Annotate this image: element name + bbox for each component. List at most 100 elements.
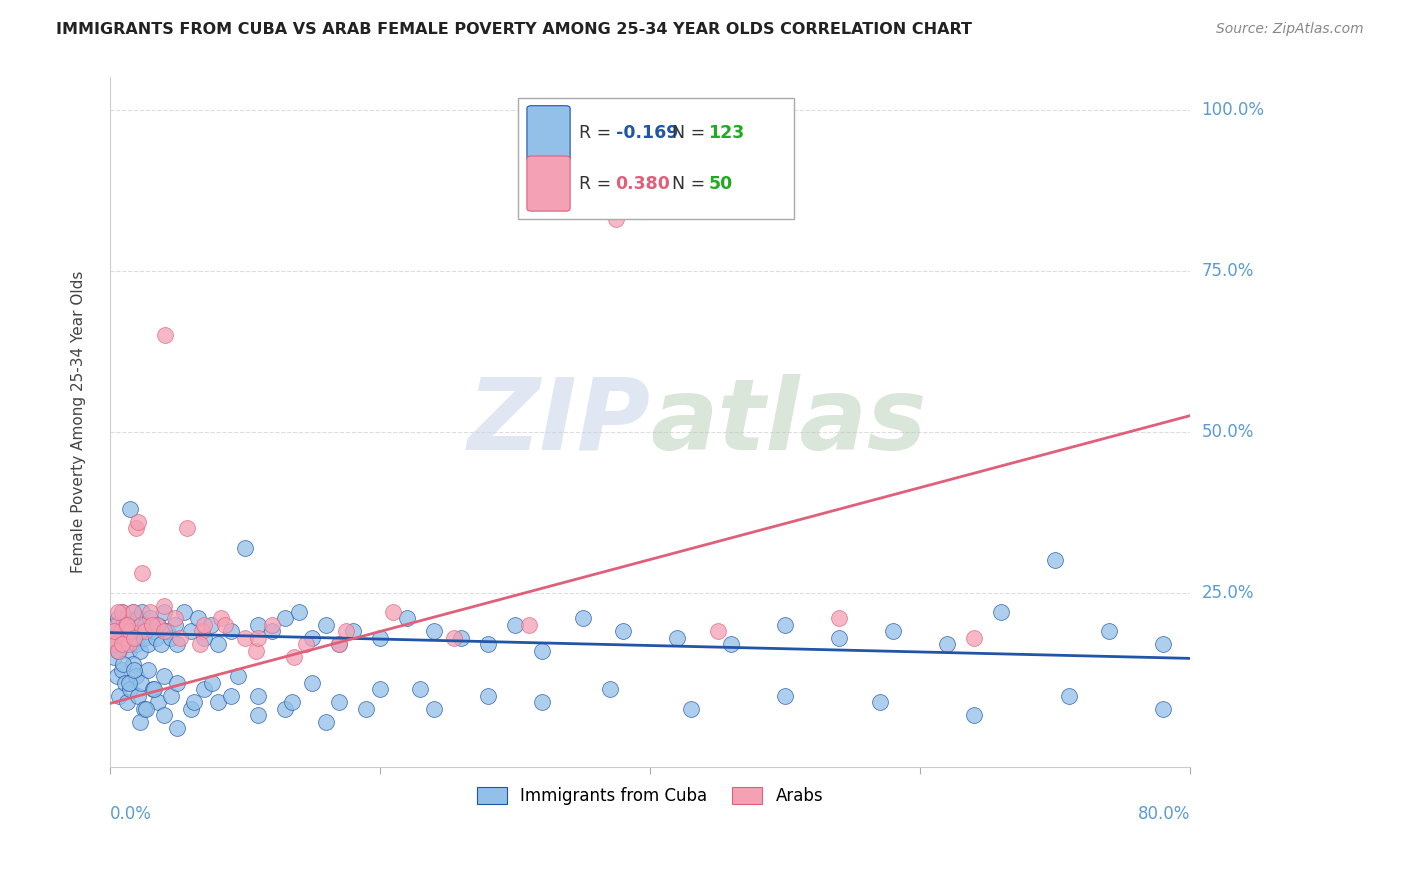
Point	[193, 618, 215, 632]
Point	[666, 631, 689, 645]
Point	[115, 618, 138, 632]
Point	[103, 631, 125, 645]
Text: 123: 123	[709, 124, 745, 142]
Y-axis label: Female Poverty Among 25-34 Year Olds: Female Poverty Among 25-34 Year Olds	[72, 271, 86, 574]
Point	[120, 682, 142, 697]
Point	[207, 637, 229, 651]
Point	[125, 631, 148, 645]
Point	[706, 624, 728, 639]
Point	[120, 502, 142, 516]
Point	[368, 631, 391, 645]
Point	[335, 624, 357, 639]
Text: atlas: atlas	[650, 374, 927, 470]
Text: 25.0%: 25.0%	[1202, 583, 1254, 602]
Point	[121, 605, 143, 619]
Point	[193, 682, 215, 697]
Point	[773, 689, 796, 703]
Point	[146, 618, 169, 632]
Point	[153, 708, 176, 723]
Point	[443, 631, 465, 645]
Point	[1098, 624, 1121, 639]
Point	[111, 605, 134, 619]
Text: Source: ZipAtlas.com: Source: ZipAtlas.com	[1216, 22, 1364, 37]
Point	[132, 701, 155, 715]
Point	[1152, 701, 1174, 715]
Point	[245, 643, 267, 657]
Text: 75.0%: 75.0%	[1202, 261, 1254, 280]
Text: IMMIGRANTS FROM CUBA VS ARAB FEMALE POVERTY AMONG 25-34 YEAR OLDS CORRELATION CH: IMMIGRANTS FROM CUBA VS ARAB FEMALE POVE…	[56, 22, 972, 37]
Point	[107, 605, 129, 619]
Text: ZIP: ZIP	[467, 374, 650, 470]
Point	[315, 714, 337, 729]
Point	[103, 650, 125, 665]
Text: 50: 50	[709, 175, 733, 193]
Point	[129, 624, 152, 639]
Point	[517, 618, 540, 632]
Point	[571, 611, 593, 625]
Point	[477, 689, 499, 703]
Point	[260, 624, 283, 639]
Point	[115, 637, 138, 651]
Point	[159, 689, 181, 703]
Point	[153, 624, 176, 639]
Point	[166, 721, 188, 735]
Point	[122, 618, 145, 632]
Point	[114, 676, 136, 690]
Text: 0.0%: 0.0%	[110, 805, 152, 823]
Point	[882, 624, 904, 639]
Point	[121, 624, 143, 639]
Point	[117, 611, 139, 625]
Point	[112, 657, 135, 671]
Point	[166, 676, 188, 690]
Point	[233, 541, 256, 555]
Point	[176, 521, 198, 535]
Point	[124, 669, 146, 683]
Text: 100.0%: 100.0%	[1202, 101, 1264, 119]
Point	[121, 657, 143, 671]
Point	[193, 631, 215, 645]
Point	[531, 643, 554, 657]
Point	[112, 618, 135, 632]
Point	[163, 618, 186, 632]
Point	[108, 689, 131, 703]
Point	[155, 624, 177, 639]
Point	[247, 708, 270, 723]
Point	[117, 695, 139, 709]
Point	[328, 637, 350, 651]
Point	[963, 631, 986, 645]
Point	[1152, 637, 1174, 651]
Point	[111, 605, 134, 619]
Point	[124, 521, 146, 535]
Point	[105, 618, 128, 632]
Point	[828, 631, 851, 645]
Point	[128, 643, 150, 657]
Point	[150, 637, 173, 651]
Point	[136, 637, 159, 651]
Point	[159, 631, 181, 645]
Point	[122, 631, 145, 645]
Point	[173, 605, 195, 619]
Point	[599, 682, 621, 697]
Point	[274, 611, 297, 625]
Point	[221, 689, 243, 703]
Point	[129, 676, 152, 690]
Point	[233, 631, 256, 645]
Point	[155, 328, 177, 343]
Point	[139, 605, 162, 619]
Point	[477, 637, 499, 651]
Point	[131, 605, 153, 619]
Point	[207, 695, 229, 709]
Point	[247, 618, 270, 632]
Point	[107, 643, 129, 657]
Point	[190, 624, 212, 639]
Point	[111, 637, 134, 651]
Point	[153, 599, 176, 613]
Text: N =: N =	[672, 124, 710, 142]
Point	[247, 689, 270, 703]
Point	[720, 637, 742, 651]
Point	[103, 637, 125, 651]
Point	[869, 695, 891, 709]
Point	[247, 631, 270, 645]
Point	[127, 515, 149, 529]
Point	[120, 624, 142, 639]
